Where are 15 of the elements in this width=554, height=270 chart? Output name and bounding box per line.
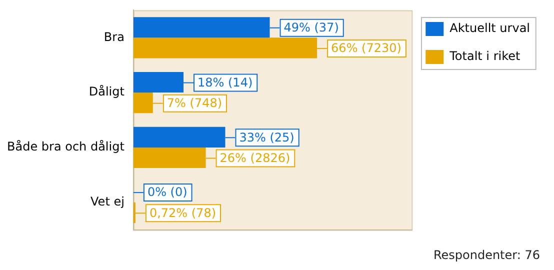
data-label: 33% (25): [239, 130, 294, 144]
data-label: 0,72% (78): [149, 206, 216, 220]
data-label: 0% (0): [147, 185, 188, 200]
y-tick-label: Både bra och dåligt: [6, 140, 125, 154]
data-label: 18% (14): [198, 75, 253, 90]
y-tick-label: Dåligt: [88, 84, 125, 99]
legend-label: Totalt i riket: [448, 49, 520, 64]
data-label: 49% (37): [284, 20, 339, 34]
data-label: 66% (7230): [331, 41, 402, 56]
y-tick-label: Vet ej: [90, 194, 124, 208]
data-label: 26% (2826): [220, 150, 290, 165]
y-tick-label: Bra: [104, 30, 124, 44]
data-label: 7% (748): [166, 96, 222, 110]
text: Respondenter: 76: [433, 248, 540, 262]
legend-label: Aktuellt urval: [450, 21, 530, 36]
